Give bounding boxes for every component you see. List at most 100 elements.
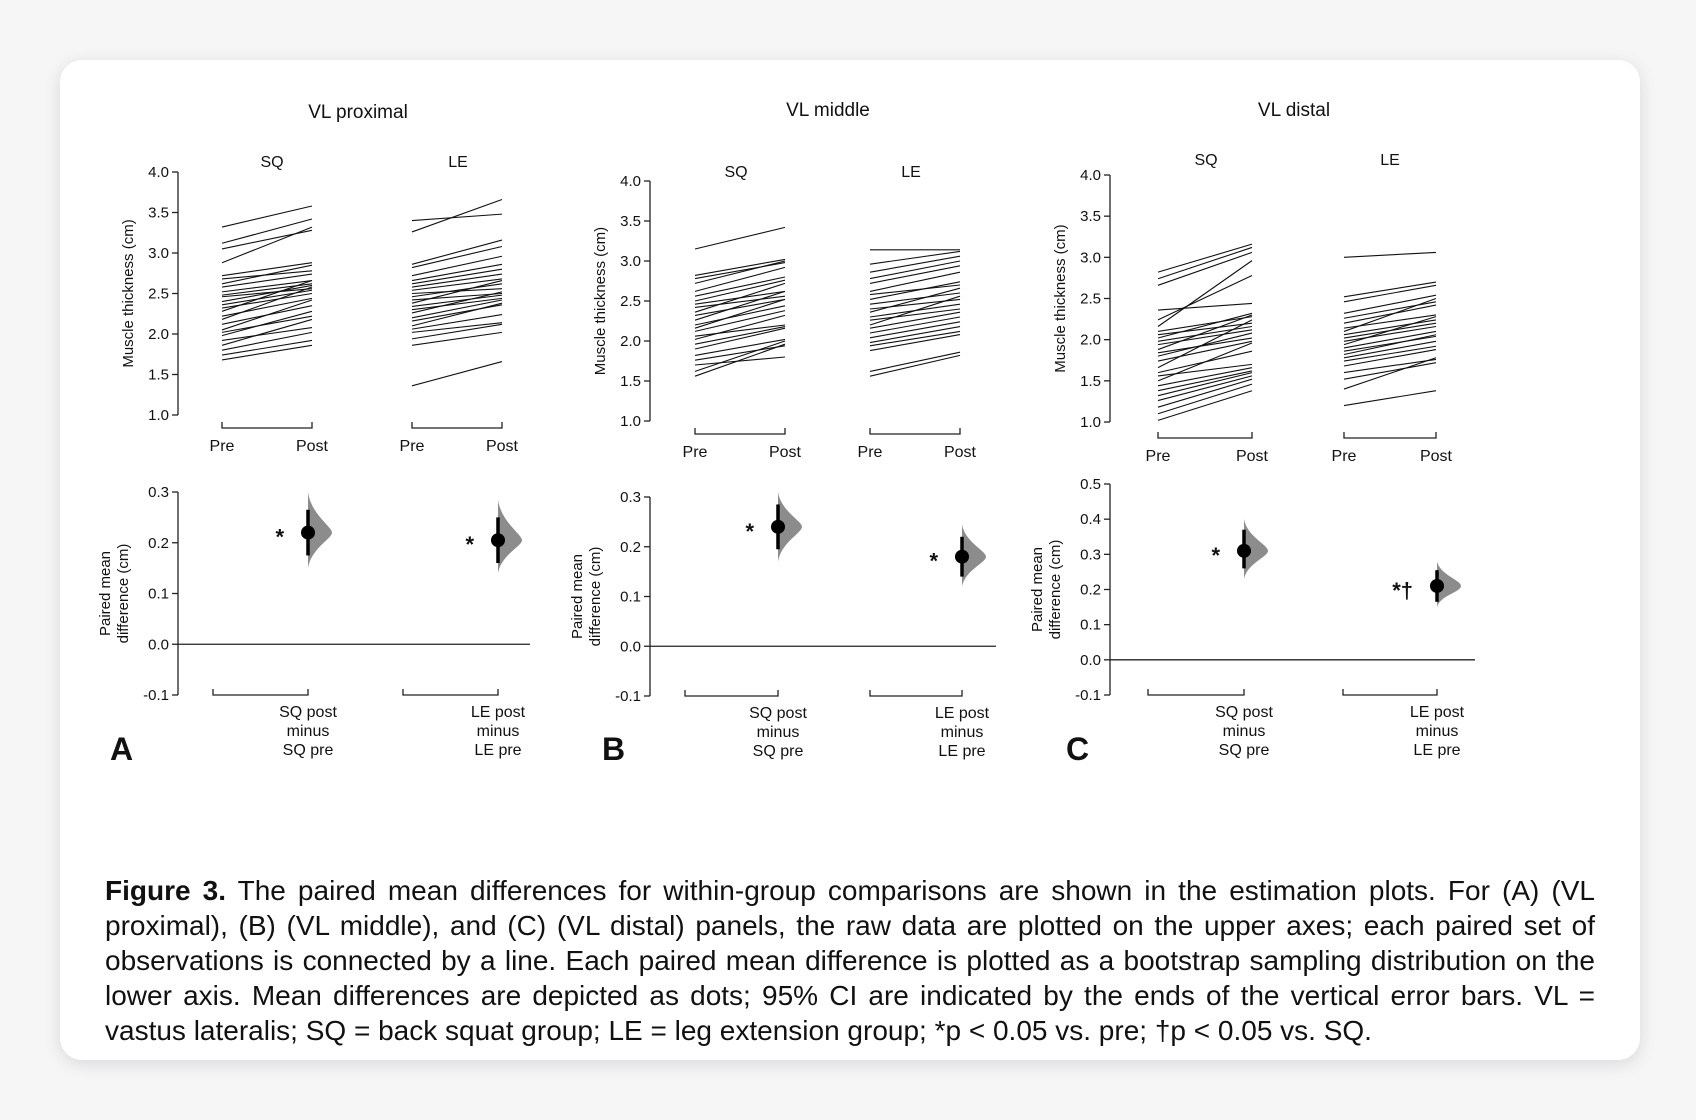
lower-x-axis [684, 690, 779, 697]
paired-observation-line [411, 278, 503, 291]
lower-x-axis [869, 690, 963, 697]
paired-observation-line [869, 321, 961, 339]
comparison-label-line: LE pre [938, 743, 985, 760]
lower-y-tick-label: 0.3 [148, 484, 169, 501]
paired-observation-line [694, 305, 786, 326]
upper-y-tick-label: 4.0 [148, 164, 169, 181]
paired-observation-line [221, 310, 313, 337]
paired-observation-line [1343, 330, 1437, 349]
paired-observation-line [869, 271, 961, 292]
paired-observation-line [869, 260, 961, 280]
paired-observation-line [869, 330, 961, 347]
upper-y-tick-label: 2.0 [620, 333, 641, 350]
upper-x-axis [869, 428, 961, 435]
x-tick-label-pre: Pre [858, 444, 883, 461]
panel-a: VL proximal A 1.0 1.5 2.0 2.5 3.0 3.5 4.0 Muscle … [97, 102, 530, 767]
paired-observation-line [411, 361, 503, 387]
paired-observation-line [1157, 383, 1253, 415]
paired-observation-line [1343, 316, 1437, 346]
paired-observation-line [1343, 362, 1437, 380]
upper-y-tick-label: 1.5 [620, 373, 641, 390]
lower-y-axis-label-line: Paired mean [569, 554, 586, 639]
paired-observation-line [1157, 370, 1253, 392]
group-label-sq: SQ [260, 154, 283, 171]
paired-observation-line [221, 205, 313, 228]
paired-observation-line [1343, 390, 1437, 407]
lower-x-axis [402, 689, 499, 696]
paired-observation-line [411, 331, 503, 346]
mean-difference-dot [1237, 543, 1251, 558]
paired-observation-line [411, 288, 503, 295]
paired-observation-line [1157, 260, 1253, 327]
paired-observation-line [221, 344, 313, 361]
comparison-label-line: minus [477, 723, 520, 740]
paired-observation-line [221, 288, 313, 298]
lower-y-axis-label-line: difference (cm) [1047, 540, 1064, 640]
panel-title: VL middle [786, 100, 870, 121]
lower-y-axis-label-line: difference (cm) [587, 547, 604, 647]
paired-observation-line [411, 245, 503, 269]
paired-observation-line [1343, 284, 1437, 303]
x-tick-label-post: Post [296, 438, 329, 455]
paired-observation-line [1343, 294, 1437, 314]
paired-observation-line [221, 339, 313, 356]
paired-observation-line [869, 287, 961, 313]
x-tick-label-pre: Pre [683, 444, 708, 461]
paired-observation-line [1157, 375, 1253, 402]
paired-observation-line [1343, 358, 1437, 374]
paired-observation-line [694, 276, 786, 297]
figure-caption: Figure 3. The paired mean differences fo… [105, 873, 1595, 1048]
lower-y-tick-label: 0.3 [620, 489, 641, 506]
paired-observation-line [1343, 349, 1437, 367]
paired-observation-line [1343, 334, 1437, 356]
paired-observation-line [411, 304, 503, 322]
paired-observation-line [869, 295, 961, 326]
paired-observation-line [694, 226, 786, 250]
paired-observation-line [1157, 337, 1253, 354]
paired-observation-line [1157, 367, 1253, 387]
significance-marker: * [929, 549, 938, 574]
upper-y-tick-label: 3.5 [1080, 208, 1101, 225]
lower-x-axis [1147, 689, 1245, 696]
paired-observation-line [694, 340, 786, 372]
paired-observation-line [694, 310, 786, 332]
upper-x-axis [694, 428, 786, 435]
bootstrap-distribution [308, 492, 332, 569]
paired-observation-line [411, 322, 503, 333]
paired-observation-line [694, 326, 786, 345]
paired-observation-line [694, 266, 786, 292]
paired-observation-line [1343, 297, 1437, 332]
paired-observation-line [221, 226, 313, 264]
upper-y-tick-label: 1.5 [1080, 373, 1101, 390]
x-tick-label-post: Post [944, 444, 977, 461]
paired-observation-line [411, 323, 503, 340]
paired-observation-line [694, 282, 786, 313]
significance-marker: * [275, 525, 284, 550]
comparison-label-line: SQ pre [283, 742, 334, 759]
lower-y-tick-label: -0.1 [1075, 687, 1101, 704]
lower-x-axis [212, 689, 309, 696]
upper-y-tick-label: 1.0 [1080, 414, 1101, 431]
paired-observation-line [869, 334, 961, 352]
x-tick-label-post: Post [1236, 448, 1269, 465]
upper-y-tick-label: 4.0 [620, 173, 641, 190]
upper-y-axis-label: Muscle thickness (cm) [120, 219, 137, 367]
paired-observation-line [411, 273, 503, 288]
figure-card: VL proximal A 1.0 1.5 2.0 2.5 3.0 3.5 4.0 Muscle … [60, 60, 1640, 1060]
lower-y-axis-label: Paired meandifference (cm) [569, 547, 604, 647]
upper-y-tick-label: 3.5 [620, 213, 641, 230]
upper-y-tick-label: 1.0 [620, 413, 641, 430]
comparison-label-line: minus [757, 724, 800, 741]
paired-observation-line [1157, 342, 1253, 382]
lower-y-tick-label: -0.1 [143, 687, 169, 704]
paired-observation-line [869, 351, 961, 372]
paired-observation-line [1157, 316, 1253, 332]
paired-observation-line [1157, 274, 1253, 321]
group-label-le: LE [448, 154, 468, 171]
estimation-plots-figure: VL proximal A 1.0 1.5 2.0 2.5 3.0 3.5 4.0 Muscle … [97, 100, 1475, 767]
bootstrap-distribution [1437, 561, 1461, 608]
paired-observation-line [1157, 329, 1253, 346]
comparison-label-line: SQ post [279, 704, 337, 721]
paired-observation-line [694, 260, 786, 284]
paired-observation-line [221, 262, 313, 277]
